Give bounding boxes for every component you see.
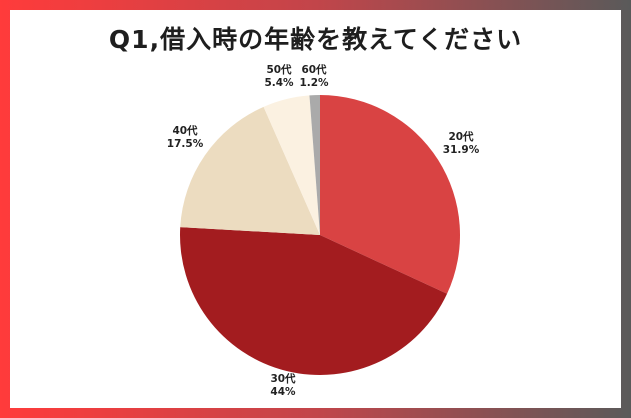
slice-value-label: 1.2%: [299, 77, 329, 89]
slice-name-label: 30代: [270, 372, 296, 385]
slice-name-label: 20代: [448, 130, 474, 143]
slice-name-label: 60代: [301, 63, 327, 76]
slice-name-label: 40代: [172, 124, 198, 137]
pie-slice-50代: [263, 95, 320, 235]
chart-title: Q1,借入時の年齢を教えてください: [108, 25, 523, 54]
pie-slice-40代: [180, 106, 320, 235]
pie-slice-60代: [309, 95, 320, 235]
pie-slice-20代: [320, 95, 460, 294]
slice-name-label: 50代: [266, 63, 292, 76]
slice-value-label: 5.4%: [264, 77, 294, 89]
slice-value-label: 44%: [270, 386, 296, 398]
slice-value-label: 17.5%: [167, 138, 204, 150]
slice-value-label: 31.9%: [443, 144, 480, 156]
pie-slice-30代: [180, 227, 448, 375]
